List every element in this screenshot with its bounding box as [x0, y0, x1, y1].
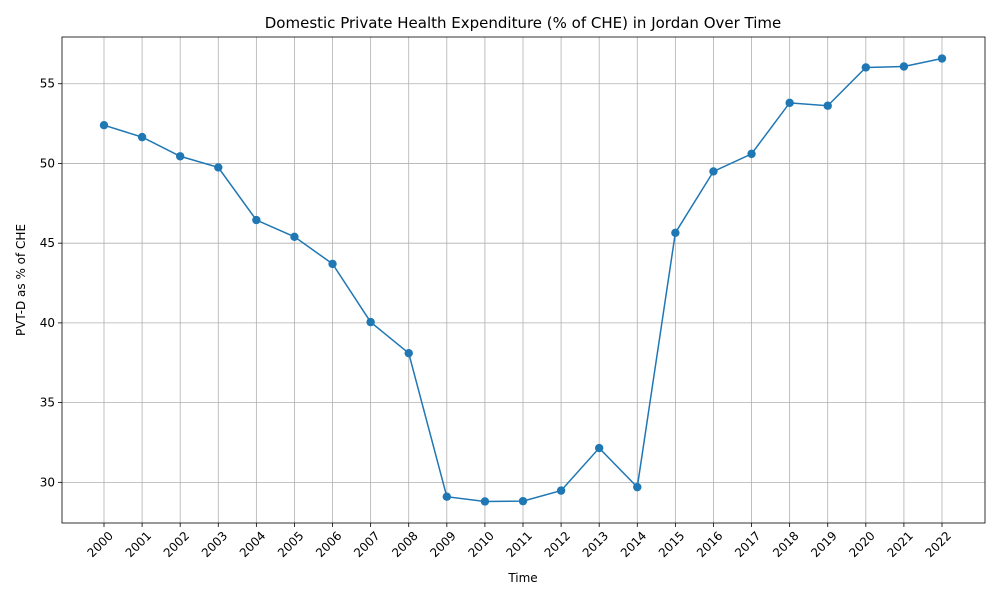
- data-point: [785, 98, 794, 108]
- x-tick-label: 2000: [85, 529, 116, 560]
- data-point: [99, 120, 109, 130]
- data-point: [214, 163, 223, 172]
- x-tick-label: 2004: [237, 529, 268, 560]
- data-point: [709, 167, 718, 176]
- y-tick-label: 35: [40, 396, 55, 410]
- x-tick-label: 2021: [884, 529, 915, 560]
- data-point: [175, 152, 185, 161]
- data-point: [556, 486, 566, 495]
- x-tick-label: 2014: [618, 529, 649, 560]
- y-axis-label: PVT-D as % of CHE: [14, 224, 28, 336]
- x-tick-label: 2017: [732, 529, 763, 560]
- y-tick-label: 45: [40, 236, 55, 250]
- data-point: [252, 215, 261, 225]
- data-point: [633, 482, 642, 492]
- x-tick-label: 2005: [275, 529, 306, 560]
- data-point: [671, 228, 680, 238]
- x-tick-label: 2008: [389, 529, 420, 560]
- data-point: [747, 149, 756, 159]
- x-tick-label: 2003: [199, 529, 230, 560]
- x-tick-label: 2018: [770, 529, 801, 560]
- y-tick-label: 55: [40, 77, 55, 91]
- x-tick-label: 2001: [123, 529, 154, 560]
- x-tick-label: 2007: [351, 529, 382, 560]
- data-point: [480, 497, 490, 506]
- data-point: [328, 259, 337, 269]
- series-layer: [99, 54, 947, 506]
- x-tick-label: 2020: [846, 529, 877, 560]
- data-point: [861, 63, 871, 72]
- y-tick-label: 30: [40, 475, 55, 489]
- data-point: [442, 492, 452, 501]
- data-point: [518, 496, 528, 506]
- y-tick-label: 40: [40, 316, 55, 330]
- x-tick-label: 2013: [580, 529, 611, 560]
- x-tick-label: 2022: [923, 529, 954, 560]
- x-tick-label: 2006: [313, 529, 344, 560]
- x-tick-label: 2002: [161, 529, 192, 560]
- x-tick-label: 2012: [542, 529, 573, 560]
- data-point: [290, 232, 299, 241]
- data-point: [823, 101, 832, 110]
- data-point: [937, 54, 947, 63]
- data-point: [899, 62, 909, 71]
- data-point: [137, 132, 147, 142]
- data-point: [404, 348, 413, 358]
- x-axis-label: Time: [507, 571, 537, 585]
- chart-title: Domestic Private Health Expenditure (% o…: [265, 14, 782, 32]
- x-tick-label: 2010: [465, 529, 496, 560]
- x-tick-label: 2011: [504, 529, 535, 560]
- x-tick-label: 2015: [656, 529, 687, 560]
- x-tick-label: 2016: [694, 529, 725, 560]
- grid-lines: [62, 37, 985, 523]
- plot-frame: [61, 36, 986, 524]
- x-tick-label: 2019: [808, 529, 839, 560]
- x-tick-label: 2009: [427, 529, 458, 560]
- y-tick-label: 50: [40, 156, 55, 170]
- data-point: [594, 443, 604, 453]
- axes: 2000 2001 2002 2003 2004 2005 2006 2007 2008 2009…: [40, 36, 986, 560]
- data-point: [366, 317, 375, 327]
